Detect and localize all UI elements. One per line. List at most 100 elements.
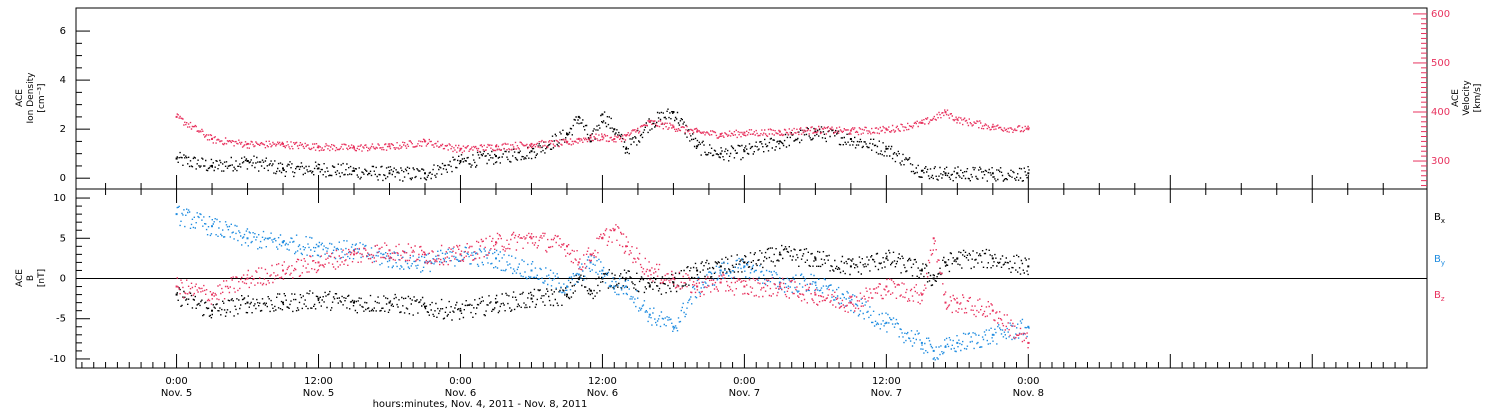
bz-series-point: [814, 293, 817, 296]
velocity-series-point: [849, 129, 852, 132]
by-series-point: [625, 285, 628, 288]
ion-density-series-point: [175, 157, 178, 160]
bx-series-point: [589, 289, 592, 292]
ion-density-series-point: [920, 169, 923, 172]
velocity-series-marks: [176, 109, 1030, 154]
by-series-point: [317, 245, 320, 248]
ion-density-series-point: [601, 113, 604, 116]
bz-series-point: [743, 285, 746, 288]
density-tick-label: 6: [60, 26, 66, 37]
bx-series-point: [601, 277, 604, 280]
velocity-series-point: [814, 128, 817, 131]
bz-series-point: [956, 301, 959, 304]
bz-series-point: [246, 277, 249, 280]
ion-density-series-point: [388, 172, 391, 175]
ion-density-series-point: [353, 169, 355, 172]
velocity-series-point: [696, 130, 699, 133]
plot-border: [75, 7, 1428, 369]
bx-series-point: [672, 281, 675, 284]
velocity-series-point: [459, 147, 462, 150]
velocity-series-points: [175, 109, 1030, 154]
bz-series-point: [849, 301, 852, 304]
b-axis-label: [nT]: [37, 269, 47, 287]
ion-density-series-point: [589, 140, 592, 143]
ion-density-series-point: [459, 160, 462, 162]
by-series-point: [1027, 325, 1030, 328]
by-series-point: [885, 321, 888, 324]
bx-series-point: [459, 309, 462, 312]
x-tick-time-label: 0:00: [1017, 376, 1039, 387]
velocity-series-point: [246, 142, 249, 145]
velocity-series-point: [424, 140, 426, 143]
bz-series-point: [920, 293, 923, 296]
density-axis-label: ACE: [15, 89, 25, 107]
by-series-point: [589, 261, 592, 264]
bz-series-point: [944, 301, 947, 304]
by-series-point: [672, 325, 675, 328]
ion-density-series-point: [743, 150, 746, 153]
velocity-series-point: [282, 142, 284, 145]
by-series-point: [648, 313, 651, 316]
by-series-point: [566, 285, 568, 288]
bz-series-point: [530, 237, 533, 240]
x-tick-time-label: 0:00: [733, 376, 755, 387]
x-tick-date-label: Nov. 5: [161, 388, 192, 399]
velocity-tick-label: 500: [1431, 58, 1450, 69]
bx-series-point: [625, 277, 628, 280]
bz-series-point: [282, 269, 284, 272]
bx-series-point: [282, 301, 284, 304]
x-tick-time-label: 12:00: [588, 376, 617, 387]
b-tick-label: 0: [60, 274, 66, 285]
b-tick-label: -10: [50, 354, 66, 365]
velocity-series-point: [778, 130, 781, 133]
ion-density-series-point: [696, 145, 699, 148]
by-series-point: [743, 265, 746, 268]
bottom-panel: -10 -5 0 5 10 ACE B [nT] Bx By Bz: [15, 193, 1445, 365]
velocity-series-point: [991, 125, 994, 128]
velocity-series-point: [944, 111, 947, 113]
ion-density-series-point: [211, 164, 213, 167]
ion-density-series-point: [566, 133, 568, 136]
by-series-point: [246, 237, 249, 240]
velocity-series-point: [353, 146, 355, 149]
bz-series-point: [696, 285, 699, 288]
bx-series-point: [849, 265, 852, 268]
ion-density-series-point: [849, 138, 852, 140]
velocity-series-point: [885, 128, 888, 131]
by-series-point: [613, 285, 616, 288]
by-series-point: [175, 213, 178, 216]
bz-series-point: [317, 261, 320, 264]
bx-series-point: [211, 309, 213, 312]
velocity-series-point: [719, 133, 722, 136]
ion-density-series-point: [991, 172, 994, 175]
bz-series-point: [589, 253, 592, 256]
velocity-series-point: [743, 131, 746, 134]
bx-series-point: [246, 301, 249, 304]
by-series-point: [920, 341, 923, 344]
x-tick-date-label: Nov. 6: [587, 388, 618, 399]
bx-series-point: [577, 277, 580, 280]
velocity-series-point: [672, 125, 675, 128]
by-series-point: [991, 333, 994, 336]
by-series-point: [601, 269, 604, 272]
density-tick-label: 2: [60, 124, 66, 135]
bx-series-point: [317, 297, 320, 300]
ion-density-series-point: [530, 150, 533, 153]
bz-series-point: [672, 277, 675, 280]
velocity-axis-label: ACE: [1451, 89, 1461, 107]
velocity-series-point: [175, 115, 178, 118]
bx-series-point: [424, 305, 426, 308]
ion-density-series-point: [317, 167, 320, 170]
legend-bz: Bz: [1434, 290, 1445, 303]
bx-series-point: [613, 277, 616, 280]
legend-by: By: [1434, 254, 1445, 267]
velocity-series-point: [920, 121, 923, 124]
bz-series-point: [778, 285, 781, 288]
ion-density-series-point: [778, 140, 781, 143]
ion-density-series-point: [1027, 172, 1030, 175]
velocity-series-point: [601, 135, 604, 138]
velocity-series-point: [956, 118, 959, 121]
bz-series-point: [495, 241, 497, 244]
b-tick-label: 5: [60, 233, 66, 244]
